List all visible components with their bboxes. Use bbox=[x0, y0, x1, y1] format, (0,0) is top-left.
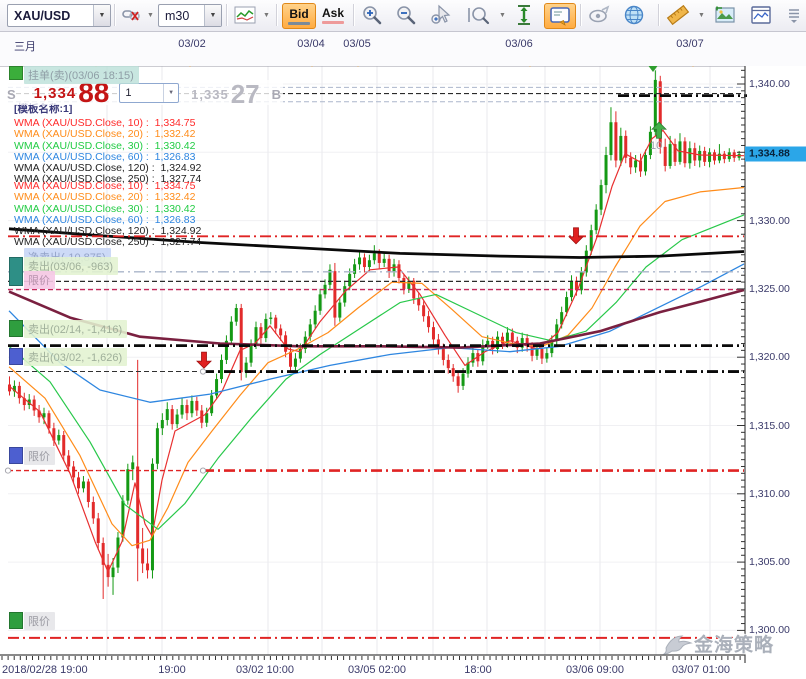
bottom-axis-label: 18:00 bbox=[464, 664, 492, 676]
ask-underline bbox=[322, 21, 344, 24]
bottom-axis-label: 03/06 09:00 bbox=[565, 664, 625, 676]
sell-arrow-icon bbox=[196, 351, 212, 369]
price-axis-label: 1,320.00 bbox=[749, 351, 790, 364]
price-axis-label: 1,330.00 bbox=[749, 214, 790, 227]
chart-window-icon[interactable] bbox=[746, 3, 776, 27]
more-glyph bbox=[789, 9, 799, 23]
zoom-out-glyph bbox=[397, 6, 416, 25]
symbol-dropdown[interactable]: XAU/USD ▼ bbox=[7, 4, 111, 27]
ask-button[interactable]: Ask bbox=[317, 3, 349, 27]
bid-button[interactable]: Bid bbox=[282, 3, 316, 29]
top-axis-label: 03/05 bbox=[343, 38, 371, 50]
bottom-axis-label: 03/02 10:00 bbox=[235, 664, 295, 676]
toolbar-separator bbox=[114, 4, 115, 26]
more-icon[interactable] bbox=[785, 3, 803, 27]
chart-type-glyph bbox=[234, 6, 256, 24]
fit-vertical-icon[interactable] bbox=[510, 3, 538, 27]
zoom-out-icon[interactable] bbox=[392, 3, 420, 27]
price-axis-label: 1,325.00 bbox=[749, 282, 790, 295]
price-axis-label: 1,315.00 bbox=[749, 419, 790, 432]
volume-value: 1 bbox=[125, 87, 132, 99]
buy-letter: B bbox=[271, 87, 281, 102]
toolbar-separator bbox=[658, 4, 659, 26]
toolbar-separator bbox=[276, 4, 277, 26]
link-break-glyph bbox=[122, 10, 140, 21]
ruler-glyph bbox=[666, 4, 690, 26]
price-axis-label: 1,340.00 bbox=[749, 78, 790, 90]
current-price-tag: 1,334.88 bbox=[745, 146, 806, 162]
chart-type-dropdown-arrow[interactable]: ▼ bbox=[263, 12, 270, 19]
link-break-icon[interactable] bbox=[119, 3, 145, 27]
price-axis-label: 1,300.00 bbox=[749, 624, 790, 637]
pending-order-icon bbox=[648, 66, 658, 73]
zoom-range-icon[interactable] bbox=[462, 3, 494, 27]
sell-letter: S bbox=[7, 87, 16, 102]
zoom-in-glyph bbox=[363, 6, 382, 25]
buy-arrow-icon bbox=[651, 121, 667, 139]
crosshair-eye-icon[interactable] bbox=[584, 3, 614, 27]
signal-markers bbox=[196, 66, 667, 369]
top-axis-label: 03/02 bbox=[178, 38, 206, 50]
ma-line-wma250 bbox=[8, 227, 745, 259]
crosshair-eye-glyph bbox=[589, 5, 610, 23]
fit-vertical-glyph bbox=[518, 5, 530, 25]
data-window-glyph bbox=[550, 7, 570, 26]
top-axis-label: 03/06 bbox=[505, 38, 533, 50]
chevron-down-icon[interactable]: ▼ bbox=[163, 84, 178, 102]
zoom-cursor-icon[interactable] bbox=[428, 3, 456, 27]
chevron-down-icon[interactable]: ▼ bbox=[93, 5, 110, 26]
globe-icon[interactable] bbox=[619, 3, 649, 27]
top-axis-label: 03/04 bbox=[297, 38, 325, 50]
ask-label: Ask bbox=[321, 6, 344, 20]
ma-line-wma20 bbox=[8, 186, 745, 547]
bottom-axis-label: 03/07 01:00 bbox=[671, 664, 731, 676]
ask-price-int: 1,335 bbox=[191, 87, 229, 102]
price-axis-label: 1,310.00 bbox=[749, 487, 790, 500]
toolbar-separator bbox=[353, 4, 354, 26]
top-axis-label: 03/07 bbox=[676, 38, 704, 50]
ruler-icon[interactable] bbox=[663, 3, 693, 27]
sell-arrow-icon bbox=[568, 227, 584, 245]
chevron-down-icon[interactable]: ▼ bbox=[204, 5, 221, 26]
insert-image-glyph bbox=[715, 6, 735, 23]
quote-bar: S 1,334 88 1 ▼ 1,335 27 B bbox=[5, 77, 283, 109]
symbol-label: XAU/USD bbox=[14, 8, 71, 23]
bid-underline bbox=[288, 22, 310, 25]
insert-image-icon[interactable] bbox=[710, 3, 740, 27]
ma-line-wma120 bbox=[8, 288, 745, 349]
top-axis-label: 三月 bbox=[14, 41, 36, 53]
chart-window-glyph bbox=[751, 6, 771, 24]
globe-glyph bbox=[624, 5, 644, 25]
toolbar-separator bbox=[580, 4, 581, 26]
bottom-axis-label: 03/05 02:00 bbox=[347, 664, 407, 676]
timeframe-dropdown[interactable]: m30 ▼ bbox=[158, 4, 222, 27]
bottom-axis-label: 19:00 bbox=[158, 664, 186, 676]
bid-price-frac: 88 bbox=[78, 77, 110, 108]
bid-price-int: 1,334 bbox=[33, 85, 77, 102]
zoom-cursor-glyph bbox=[431, 4, 451, 24]
zoom-in-icon[interactable] bbox=[358, 3, 386, 27]
ruler-dropdown-arrow[interactable]: ▼ bbox=[698, 12, 705, 19]
zoom-range-glyph bbox=[468, 7, 490, 25]
chart-type-icon[interactable] bbox=[231, 3, 259, 27]
time-ruler[interactable]: 三月 03/02 03/04 03/05 03/06 03/07 bbox=[0, 31, 806, 66]
data-window-icon[interactable] bbox=[544, 3, 576, 29]
price-axis-label: 1,305.00 bbox=[749, 556, 790, 569]
candles bbox=[8, 70, 741, 599]
zoom-range-dropdown-arrow[interactable]: ▼ bbox=[499, 12, 506, 19]
toolbar-separator bbox=[226, 4, 227, 26]
timeframe-label: m30 bbox=[165, 8, 190, 23]
ask-price-frac: 27 bbox=[230, 79, 260, 109]
ma-line-wma30 bbox=[8, 214, 745, 530]
bid-label: Bid bbox=[289, 7, 309, 21]
ma-line-wma10 bbox=[8, 129, 745, 573]
toolbar: XAU/USD ▼ ▼ m30 ▼ ▼ Bid Ask bbox=[0, 0, 806, 32]
ma-line-wma60 bbox=[8, 263, 745, 403]
volume-stepper[interactable]: 1 ▼ bbox=[119, 83, 180, 103]
bottom-axis-label: 2018/02/28 19:00 bbox=[2, 664, 88, 676]
link-dropdown-arrow[interactable]: ▼ bbox=[147, 12, 154, 19]
